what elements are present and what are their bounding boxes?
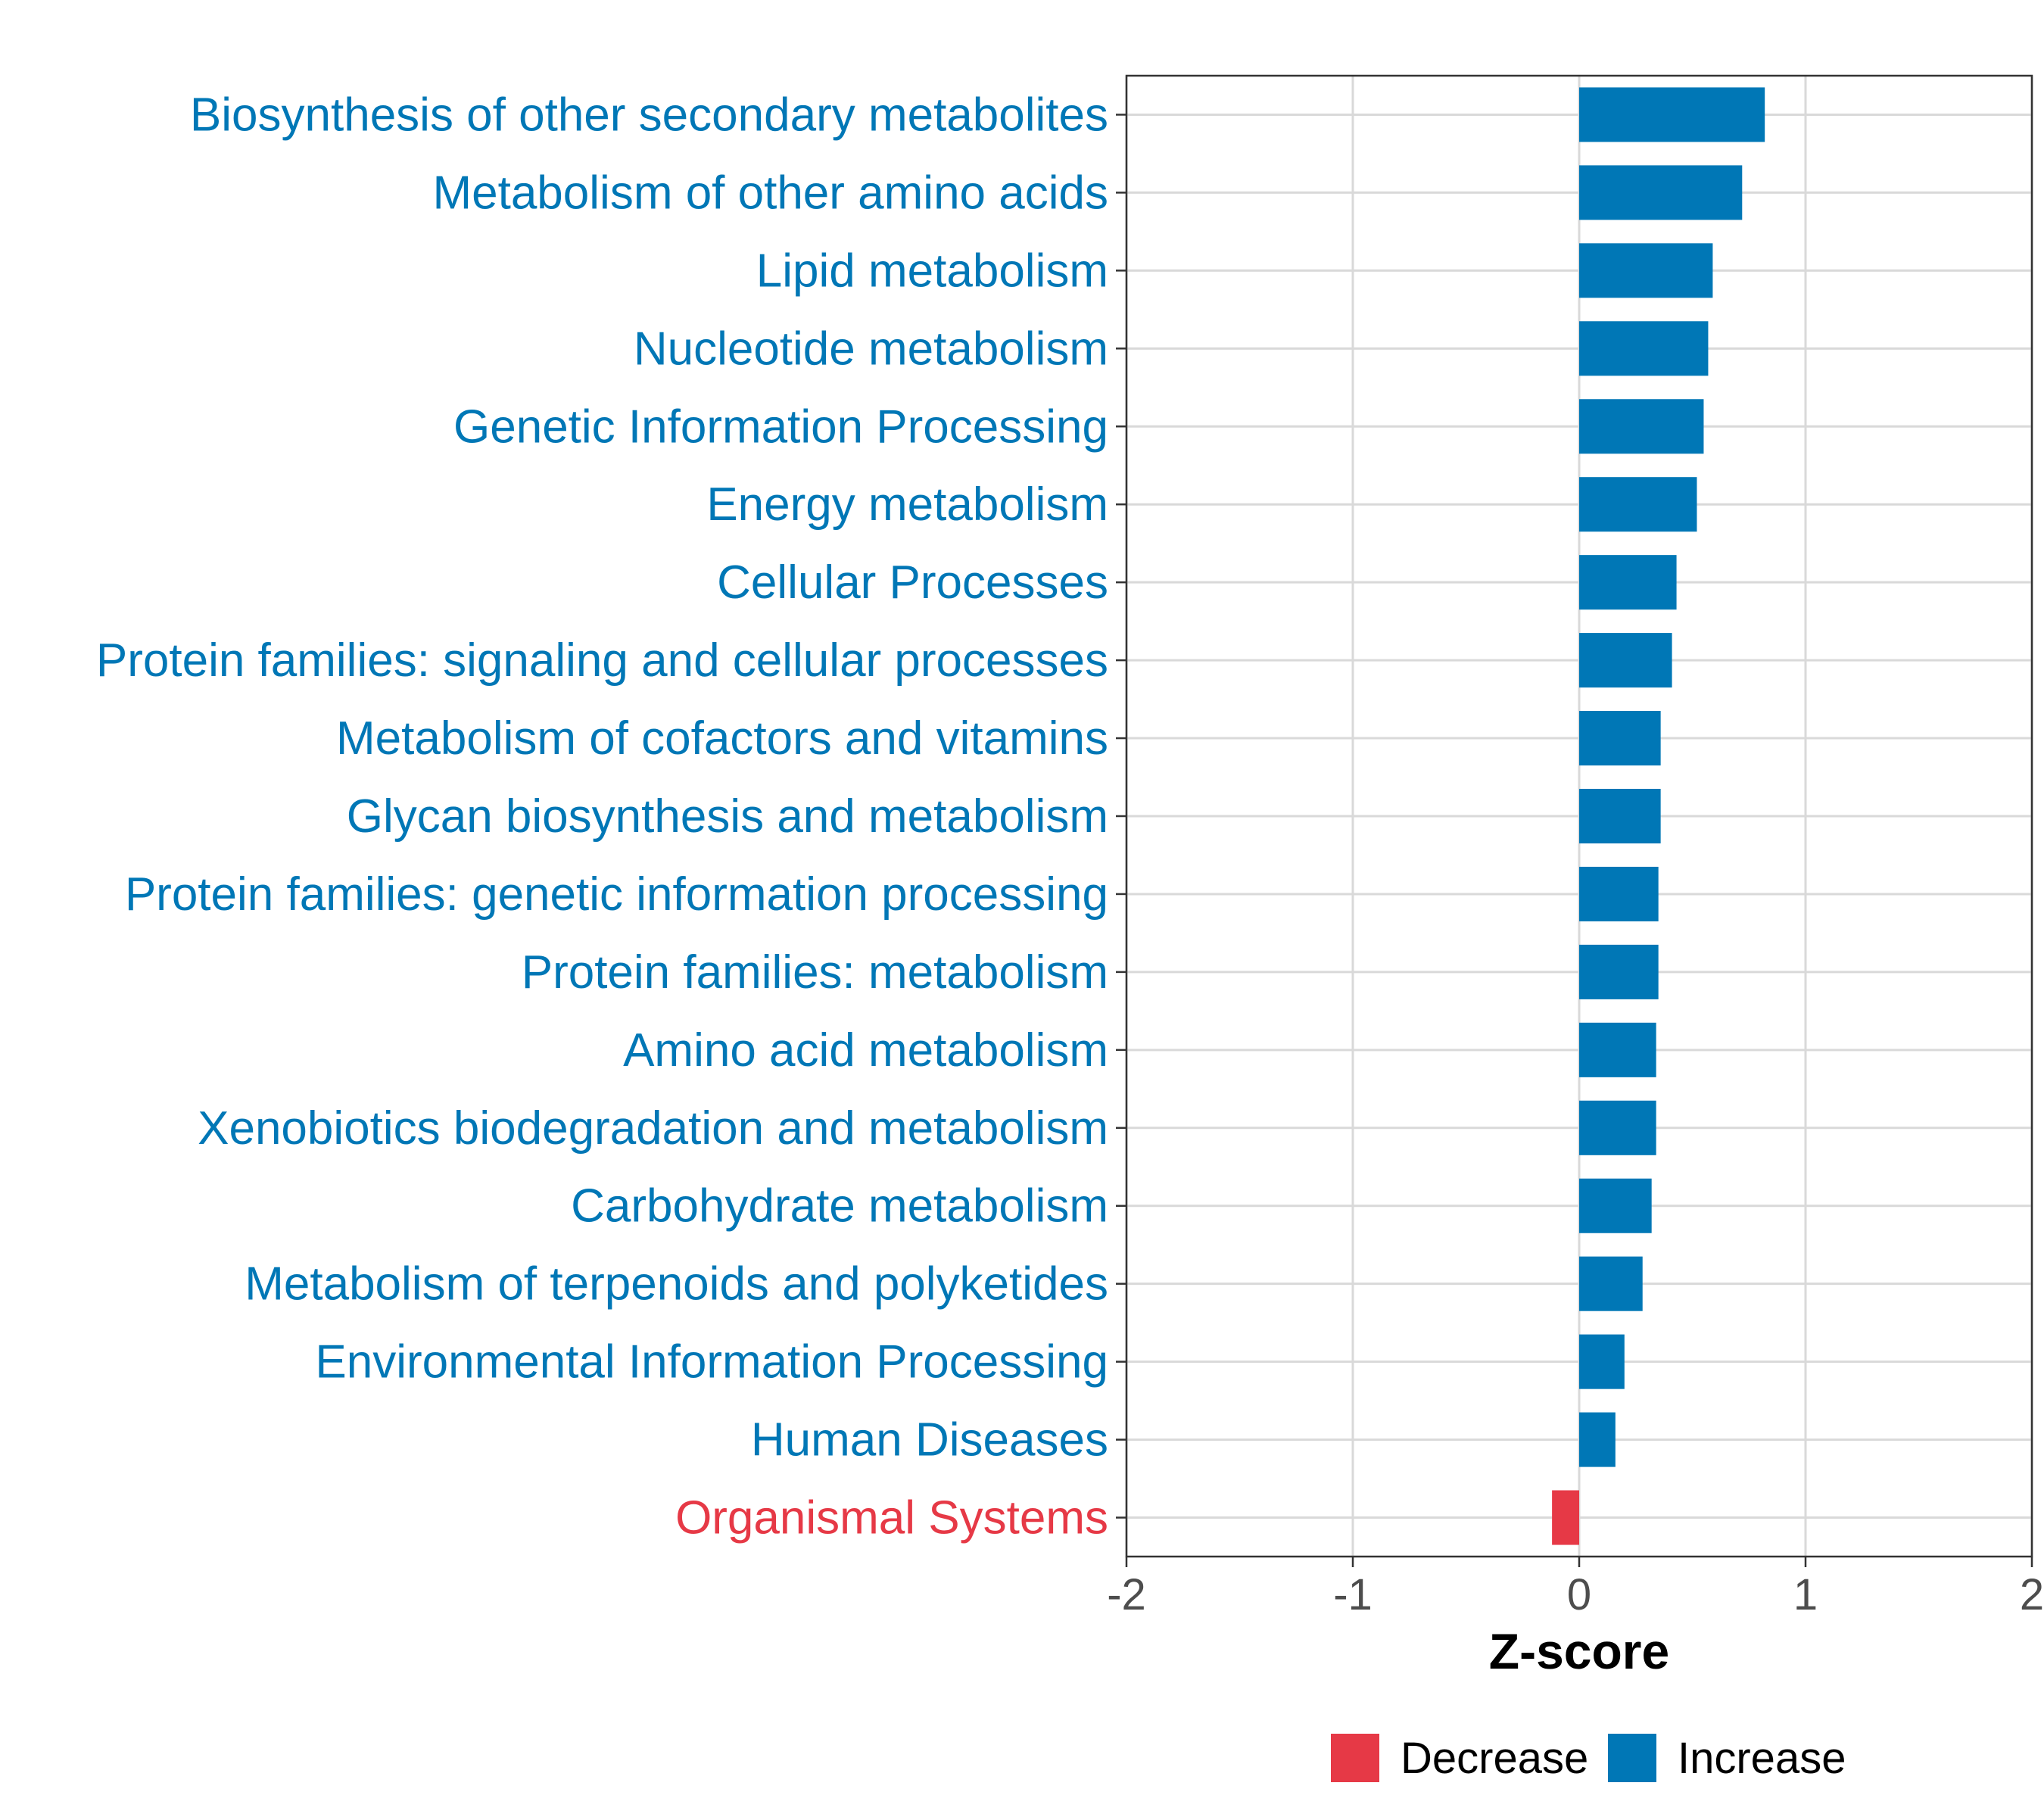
legend-swatch — [1608, 1734, 1656, 1782]
y-tick-label: Metabolism of terpenoids and polyketides — [245, 1258, 1108, 1311]
y-tick-label: Cellular Processes — [717, 556, 1108, 609]
bar — [1579, 165, 1743, 220]
x-tick-label: -2 — [1107, 1570, 1146, 1619]
x-tick-label: -1 — [1333, 1570, 1373, 1619]
y-tick-label: Energy metabolism — [706, 478, 1108, 531]
bar — [1579, 1334, 1625, 1389]
bars — [1552, 87, 1765, 1545]
y-tick-label: Protein families: metabolism — [522, 946, 1108, 999]
y-tick-label: Metabolism of cofactors and vitamins — [336, 712, 1108, 765]
bar — [1579, 1256, 1643, 1311]
y-tick-label: Organismal Systems — [675, 1492, 1108, 1544]
legend-swatch — [1331, 1734, 1379, 1782]
y-axis-ticks — [1116, 114, 1126, 1519]
bar — [1579, 1412, 1616, 1467]
bar — [1579, 87, 1765, 142]
x-tick-label: 2 — [2020, 1570, 2044, 1619]
y-tick-label: Amino acid metabolism — [623, 1024, 1108, 1077]
x-tick-label: 0 — [1567, 1570, 1591, 1619]
y-tick-label: Lipid metabolism — [756, 245, 1108, 297]
bar — [1579, 633, 1672, 688]
y-tick-label: Biosynthesis of other secondary metaboli… — [190, 89, 1108, 141]
bar — [1579, 866, 1659, 921]
legend-label: Decrease — [1401, 1734, 1588, 1783]
bar — [1579, 399, 1704, 454]
bar — [1579, 555, 1677, 610]
bar — [1552, 1490, 1579, 1545]
bar — [1579, 788, 1661, 844]
bar — [1579, 1022, 1656, 1077]
x-axis-ticks: -2 -1 0 1 2 — [1107, 1557, 2044, 1619]
y-tick-label: Environmental Information Processing — [315, 1336, 1108, 1388]
y-tick-label: Carbohydrate metabolism — [571, 1180, 1108, 1233]
bar — [1579, 243, 1713, 298]
y-tick-label: Protein families: signaling and cellular… — [96, 634, 1108, 687]
bar — [1579, 944, 1659, 999]
y-tick-label: Protein families: genetic information pr… — [125, 868, 1108, 921]
legend-label: Increase — [1678, 1734, 1846, 1783]
x-axis-title: Z-score — [1489, 1623, 1669, 1679]
bar — [1579, 321, 1709, 376]
bar — [1579, 1100, 1656, 1155]
y-tick-label: Genetic Information Processing — [453, 400, 1108, 453]
bar — [1579, 1178, 1652, 1233]
y-tick-label: Nucleotide metabolism — [634, 323, 1108, 375]
y-tick-label: Human Diseases — [751, 1414, 1108, 1466]
y-tick-label: Xenobiotics biodegradation and metabolis… — [198, 1102, 1108, 1155]
y-tick-label: Glycan biosynthesis and metabolism — [347, 790, 1108, 843]
y-tick-label: Metabolism of other amino acids — [432, 167, 1108, 219]
legend: Decrease Increase — [1331, 1734, 1846, 1783]
y-axis-category-labels: Biosynthesis of other secondary metaboli… — [96, 89, 1108, 1544]
x-tick-label: 1 — [1793, 1570, 1818, 1619]
bar — [1579, 477, 1697, 532]
bar — [1579, 711, 1661, 766]
